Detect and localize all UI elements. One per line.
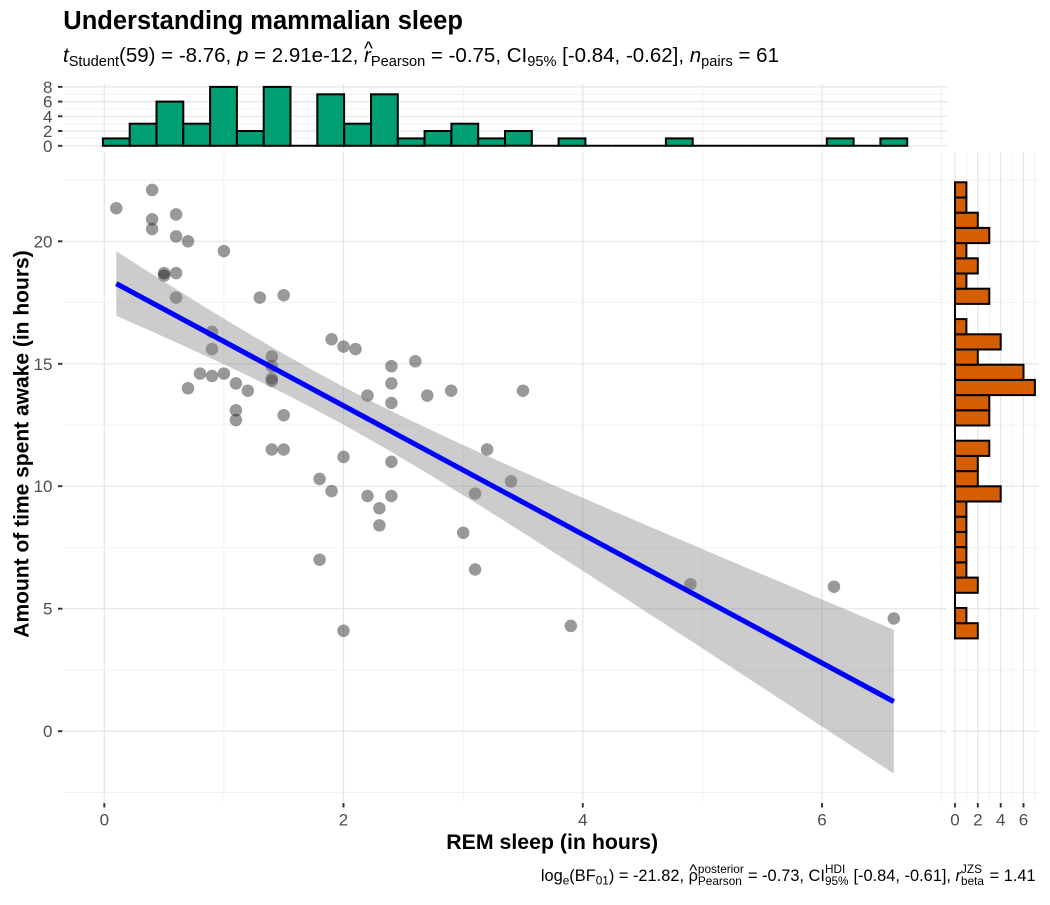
svg-text:Understanding mammalian sleep: Understanding mammalian sleep xyxy=(63,7,463,35)
svg-text:6: 6 xyxy=(817,811,826,830)
svg-text:15: 15 xyxy=(34,355,53,374)
svg-text:6: 6 xyxy=(1019,811,1028,830)
svg-text:10: 10 xyxy=(34,477,53,496)
svg-text:REM sleep (in hours): REM sleep (in hours) xyxy=(446,830,658,854)
svg-text:0: 0 xyxy=(950,811,959,830)
svg-text:2: 2 xyxy=(339,811,348,830)
svg-text:2: 2 xyxy=(973,811,982,830)
svg-text:2: 2 xyxy=(43,122,52,141)
svg-text:8: 8 xyxy=(43,78,52,97)
svg-text:Amount of time spent awake (in: Amount of time spent awake (in hours) xyxy=(10,250,33,637)
svg-text:0: 0 xyxy=(43,722,52,741)
svg-text:4: 4 xyxy=(996,811,1005,830)
svg-text:4: 4 xyxy=(43,107,52,126)
svg-text:4: 4 xyxy=(578,811,587,830)
svg-text:20: 20 xyxy=(34,232,53,251)
svg-text:0: 0 xyxy=(43,137,52,156)
svg-text:0: 0 xyxy=(100,811,109,830)
svg-text:5: 5 xyxy=(43,600,52,619)
svg-text:6: 6 xyxy=(43,93,52,112)
